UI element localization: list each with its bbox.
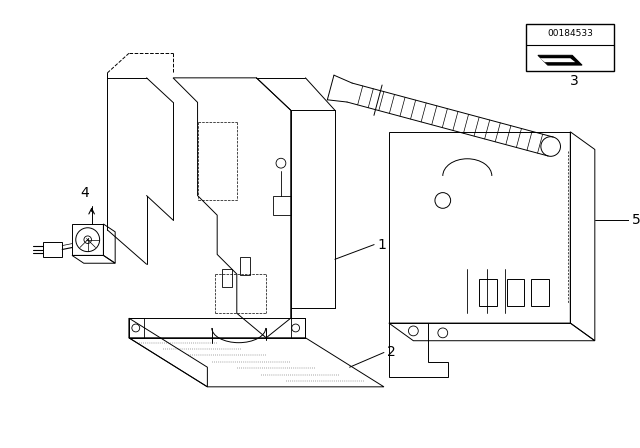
Text: 00184533: 00184533 [547, 29, 593, 38]
Text: 4: 4 [80, 185, 88, 200]
Text: 2: 2 [387, 345, 396, 359]
Text: 3: 3 [570, 74, 579, 88]
Text: 1: 1 [377, 237, 386, 252]
Polygon shape [538, 55, 582, 65]
Polygon shape [540, 58, 575, 62]
Text: 5: 5 [632, 213, 640, 227]
